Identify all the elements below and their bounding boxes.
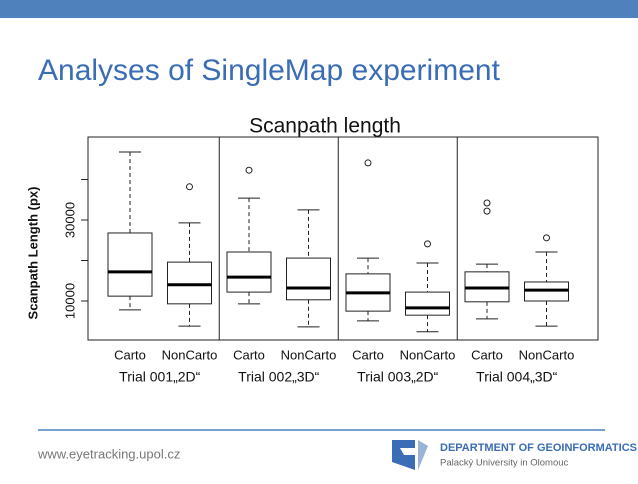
outlier xyxy=(364,159,372,167)
box xyxy=(286,257,331,301)
plot: 10000 30000 Trial 001„2D“ Trial 002„3D“ Tria… xyxy=(62,136,599,385)
box xyxy=(107,232,153,297)
chart-title: Scanpath length xyxy=(249,115,401,138)
group-label: Trial 002„3D“ xyxy=(238,369,320,385)
outlier xyxy=(483,207,491,215)
y-tick-label: 10000 xyxy=(62,283,77,319)
y-tick-label: 30000 xyxy=(62,202,77,238)
y-axis-label: Scanpath Length (px) xyxy=(25,187,40,320)
outlier xyxy=(424,240,431,248)
x-tick-label: Carto xyxy=(114,347,146,362)
outlier xyxy=(543,234,550,242)
x-tick-label: NonCarto xyxy=(519,347,575,362)
outlier xyxy=(245,166,253,174)
logo-icon xyxy=(392,440,428,470)
outlier xyxy=(186,183,193,191)
logo-title: DEPARTMENT OF GEOINFORMATICS xyxy=(440,442,637,454)
x-tick-label: NonCarto xyxy=(400,347,456,362)
box xyxy=(226,251,272,293)
group-label: Trial 001„2D“ xyxy=(119,369,201,385)
slide-title: Analyses of SingleMap experiment xyxy=(38,54,501,87)
group-label: Trial 004„3D“ xyxy=(476,369,558,385)
x-tick-label: NonCarto xyxy=(281,347,337,362)
box xyxy=(167,261,212,305)
top-bar xyxy=(0,0,638,18)
group-label: Trial 003„2D“ xyxy=(357,369,439,385)
x-tick-label: NonCarto xyxy=(162,347,218,362)
logo-subtitle: Palacký University in Olomouc xyxy=(440,458,569,469)
footer-url: www.eyetracking.upol.cz xyxy=(37,446,180,461)
x-tick-label: Carto xyxy=(471,347,503,362)
x-tick-label: Carto xyxy=(233,347,265,362)
box xyxy=(405,291,450,316)
plot-frame xyxy=(87,136,599,341)
x-tick-label: Carto xyxy=(352,347,384,362)
outlier xyxy=(483,199,491,207)
